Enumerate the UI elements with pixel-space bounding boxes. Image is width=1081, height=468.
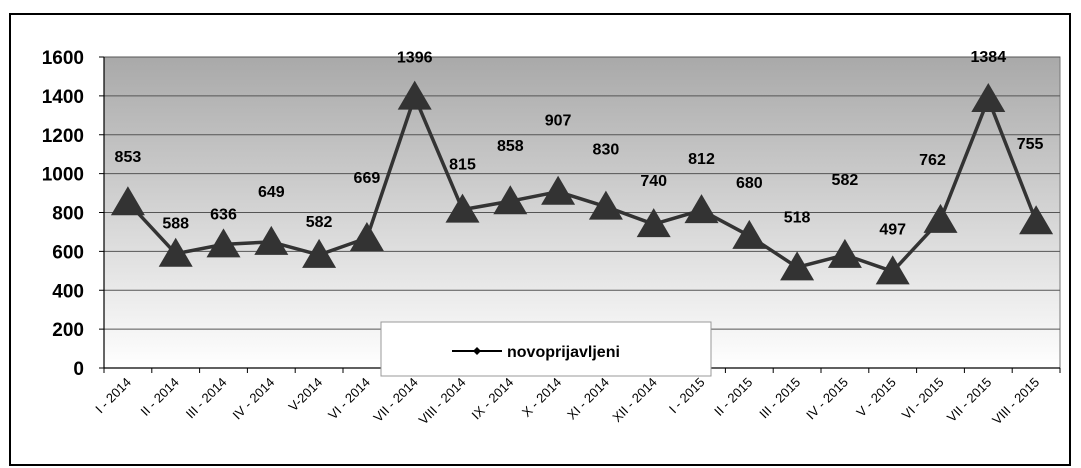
data-label: 1396 xyxy=(397,50,433,67)
data-point-marker xyxy=(445,193,480,223)
y-tick-label: 1000 xyxy=(42,165,84,186)
x-tick-label: IV - 2014 xyxy=(230,375,278,423)
data-label: 582 xyxy=(832,172,859,189)
data-labels: 853 588 636 649 582 669 1396 815 858 907 830 740 812… xyxy=(115,49,1044,238)
x-tick-label: VI - 2015 xyxy=(899,375,947,423)
data-label: 830 xyxy=(593,142,620,159)
y-tick-label: 600 xyxy=(52,242,84,263)
data-point-marker xyxy=(1019,205,1054,235)
data-label: 858 xyxy=(497,138,524,155)
data-point-marker xyxy=(827,238,862,268)
y-tick-label: 1600 xyxy=(42,48,84,69)
x-tick-label: IX - 2014 xyxy=(469,375,517,423)
legend-entry-novoprijavljeni: novoprijavljeni xyxy=(507,344,620,361)
y-tick-label: 1200 xyxy=(42,126,84,147)
data-point-marker xyxy=(971,82,1006,112)
x-tick-label: I - 2014 xyxy=(92,375,134,417)
series-markers xyxy=(110,80,1054,285)
x-axis-ticks: I - 2014 II - 2014 III - 2014 IV - 2014 V-20… xyxy=(92,368,1061,428)
x-tick-label: VI - 2014 xyxy=(325,375,373,423)
y-tick-label: 400 xyxy=(52,281,84,302)
data-point-marker xyxy=(588,190,623,220)
data-point-marker xyxy=(684,194,719,224)
data-point-marker xyxy=(636,208,671,238)
data-point-marker xyxy=(349,221,384,251)
data-label: 636 xyxy=(210,206,237,223)
data-label: 518 xyxy=(784,209,811,226)
legend: novoprijavljeni xyxy=(380,321,712,377)
data-label: 680 xyxy=(736,175,763,192)
x-tick-label: VIII - 2014 xyxy=(416,375,469,428)
data-point-marker xyxy=(732,219,767,249)
x-tick-label: II - 2014 xyxy=(137,375,181,419)
data-point-marker xyxy=(493,185,528,215)
x-tick-label: III - 2014 xyxy=(183,375,230,422)
data-label: 755 xyxy=(1017,136,1044,153)
data-label: 669 xyxy=(354,170,381,187)
data-point-marker xyxy=(206,228,241,258)
x-tick-label: III - 2015 xyxy=(756,375,803,422)
data-label: 762 xyxy=(919,152,946,169)
x-tick-label: VIII - 2015 xyxy=(989,375,1042,428)
y-tick-label: 1400 xyxy=(42,87,84,108)
x-tick-label: I - 2015 xyxy=(666,375,708,417)
x-tick-label: V-2014 xyxy=(285,375,325,415)
data-label: 1384 xyxy=(971,49,1007,66)
data-label: 588 xyxy=(162,216,189,233)
y-tick-label: 800 xyxy=(52,204,84,225)
x-tick-label: XII - 2014 xyxy=(609,375,659,425)
x-tick-label: II - 2015 xyxy=(711,375,755,419)
data-point-marker xyxy=(254,225,289,255)
x-tick-label: VII - 2015 xyxy=(944,375,994,425)
data-point-marker xyxy=(158,237,193,267)
y-tick-label: 0 xyxy=(73,359,84,380)
data-point-marker xyxy=(302,238,337,268)
data-label: 853 xyxy=(115,149,142,166)
y-axis-ticks: 0 200 400 600 800 1000 1200 1400 1600 xyxy=(42,48,104,380)
data-label: 740 xyxy=(640,173,667,190)
data-label: 582 xyxy=(306,214,333,231)
x-tick-label: IV - 2015 xyxy=(803,375,851,423)
data-label: 907 xyxy=(545,113,572,130)
data-label: 497 xyxy=(879,221,906,238)
legend-box xyxy=(380,321,712,377)
data-point-marker xyxy=(875,255,910,285)
data-point-marker xyxy=(923,203,958,233)
x-tick-label: XI - 2014 xyxy=(564,375,612,423)
data-label: 649 xyxy=(258,184,285,201)
x-tick-label: VII - 2014 xyxy=(370,375,420,425)
data-point-marker xyxy=(541,175,576,205)
x-tick-label: X - 2014 xyxy=(519,375,564,420)
data-point-marker xyxy=(110,186,145,216)
x-tick-label: V - 2015 xyxy=(853,375,898,420)
data-label: 815 xyxy=(449,157,476,174)
data-point-marker xyxy=(780,251,815,281)
data-point-marker xyxy=(397,80,432,110)
y-tick-label: 200 xyxy=(52,320,84,341)
legend-marker-icon xyxy=(473,347,481,355)
data-label: 812 xyxy=(688,151,715,168)
